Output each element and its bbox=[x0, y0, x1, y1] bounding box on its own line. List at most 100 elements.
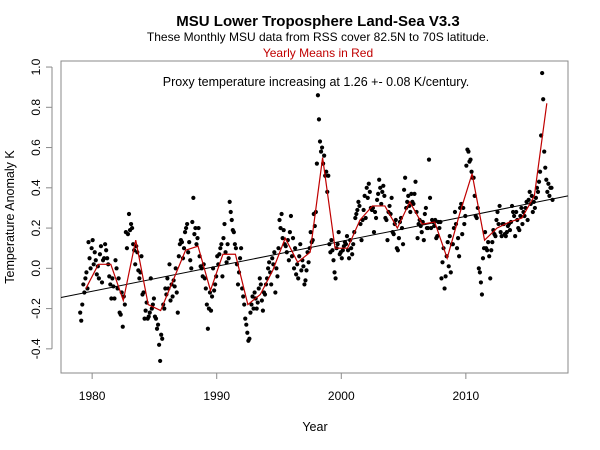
monthly-point bbox=[165, 276, 170, 281]
monthly-point bbox=[217, 252, 222, 257]
monthly-point bbox=[187, 240, 192, 245]
monthly-point bbox=[87, 256, 92, 261]
monthly-point bbox=[354, 211, 359, 217]
monthly-point bbox=[137, 276, 142, 281]
monthly-point bbox=[507, 227, 513, 233]
monthly-point bbox=[289, 254, 295, 259]
monthly-point bbox=[199, 266, 204, 271]
monthly-point bbox=[544, 177, 549, 182]
monthly-point bbox=[227, 199, 232, 205]
monthly-point bbox=[104, 248, 109, 253]
monthly-point bbox=[532, 205, 537, 211]
monthly-point bbox=[476, 266, 481, 271]
monthly-point bbox=[277, 217, 282, 223]
monthly-point bbox=[433, 217, 438, 223]
chart-subtitle-yearly-means: Yearly Means in Red bbox=[263, 46, 373, 60]
monthly-point bbox=[242, 302, 247, 307]
monthly-point bbox=[466, 149, 471, 154]
monthly-point bbox=[415, 236, 420, 241]
monthly-point bbox=[535, 189, 541, 194]
monthly-point bbox=[314, 161, 319, 166]
yearly-means-layer bbox=[85, 103, 548, 312]
monthly-point bbox=[252, 290, 257, 295]
monthly-point bbox=[520, 221, 525, 227]
monthly-point bbox=[237, 256, 243, 261]
monthly-point bbox=[250, 294, 255, 299]
monthly-point bbox=[497, 203, 502, 209]
monthly-point bbox=[270, 256, 275, 261]
monthly-point bbox=[175, 310, 180, 315]
monthly-point bbox=[124, 246, 130, 251]
monthly-point bbox=[90, 238, 95, 243]
monthly-point bbox=[499, 234, 504, 239]
monthly-point bbox=[92, 250, 97, 255]
monthly-point bbox=[498, 229, 503, 235]
monthly-point bbox=[269, 282, 274, 287]
monthly-point bbox=[376, 191, 381, 196]
monthly-point bbox=[349, 246, 354, 251]
monthly-point bbox=[494, 217, 499, 223]
monthly-point bbox=[245, 330, 250, 335]
monthly-point bbox=[82, 290, 87, 295]
monthly-point bbox=[480, 256, 486, 261]
monthly-point bbox=[283, 244, 288, 249]
monthly-point bbox=[109, 296, 114, 301]
monthly-point bbox=[391, 232, 396, 237]
monthly-point bbox=[382, 193, 387, 198]
monthly-point bbox=[280, 236, 285, 241]
monthly-point bbox=[335, 242, 340, 247]
monthly-point bbox=[126, 211, 132, 217]
monthly-point bbox=[372, 209, 378, 215]
monthly-point bbox=[512, 213, 517, 219]
monthly-point bbox=[345, 248, 351, 253]
trend-line bbox=[60, 195, 569, 299]
monthly-point bbox=[108, 282, 113, 287]
monthly-point bbox=[298, 242, 303, 247]
monthly-point bbox=[128, 221, 134, 227]
monthly-point bbox=[188, 258, 193, 263]
monthly-point bbox=[496, 221, 501, 227]
monthly-point bbox=[366, 181, 371, 186]
monthly-point bbox=[111, 284, 116, 289]
monthly-point bbox=[91, 262, 96, 267]
monthly-point bbox=[296, 276, 301, 281]
monthly-point bbox=[510, 209, 516, 215]
monthly-point bbox=[358, 221, 363, 227]
monthly-point bbox=[346, 256, 352, 261]
monthly-point bbox=[478, 280, 484, 285]
monthly-point bbox=[385, 238, 390, 243]
monthly-point bbox=[258, 282, 263, 287]
monthly-point bbox=[190, 219, 195, 225]
monthly-point bbox=[306, 260, 311, 265]
monthly-point bbox=[286, 258, 291, 263]
monthly-point bbox=[194, 242, 199, 247]
x-tick-label: 2010 bbox=[453, 389, 480, 403]
monthly-point bbox=[290, 236, 296, 241]
monthly-point bbox=[543, 165, 548, 170]
monthly-point bbox=[362, 193, 367, 198]
monthly-point bbox=[278, 225, 283, 231]
monthly-point bbox=[249, 302, 254, 307]
monthly-point bbox=[443, 274, 448, 279]
monthly-point bbox=[120, 324, 125, 329]
y-tick-label: 0.4 bbox=[29, 179, 43, 196]
monthly-point bbox=[125, 232, 131, 237]
chart-subtitle: These Monthly MSU data from RSS cover 82… bbox=[147, 30, 489, 44]
monthly-point bbox=[248, 310, 253, 315]
monthly-point bbox=[158, 358, 163, 364]
plot-frame bbox=[60, 60, 569, 374]
monthly-point bbox=[389, 195, 394, 200]
monthly-point bbox=[419, 229, 424, 235]
x-tick-label: 1990 bbox=[203, 389, 230, 403]
monthly-point bbox=[222, 221, 227, 227]
monthly-point bbox=[509, 203, 515, 209]
monthly-point bbox=[297, 254, 302, 259]
monthly-point bbox=[513, 234, 518, 239]
monthly-point bbox=[454, 246, 460, 251]
monthly-point bbox=[537, 169, 543, 174]
monthly-point bbox=[147, 310, 152, 315]
monthly-point bbox=[241, 294, 246, 299]
monthly-point bbox=[435, 234, 440, 239]
monthly-point bbox=[304, 268, 309, 273]
y-axis: -0.4 -0.2 0.0 0.2 0.4 0.6 0.8 1.0 bbox=[29, 58, 53, 359]
